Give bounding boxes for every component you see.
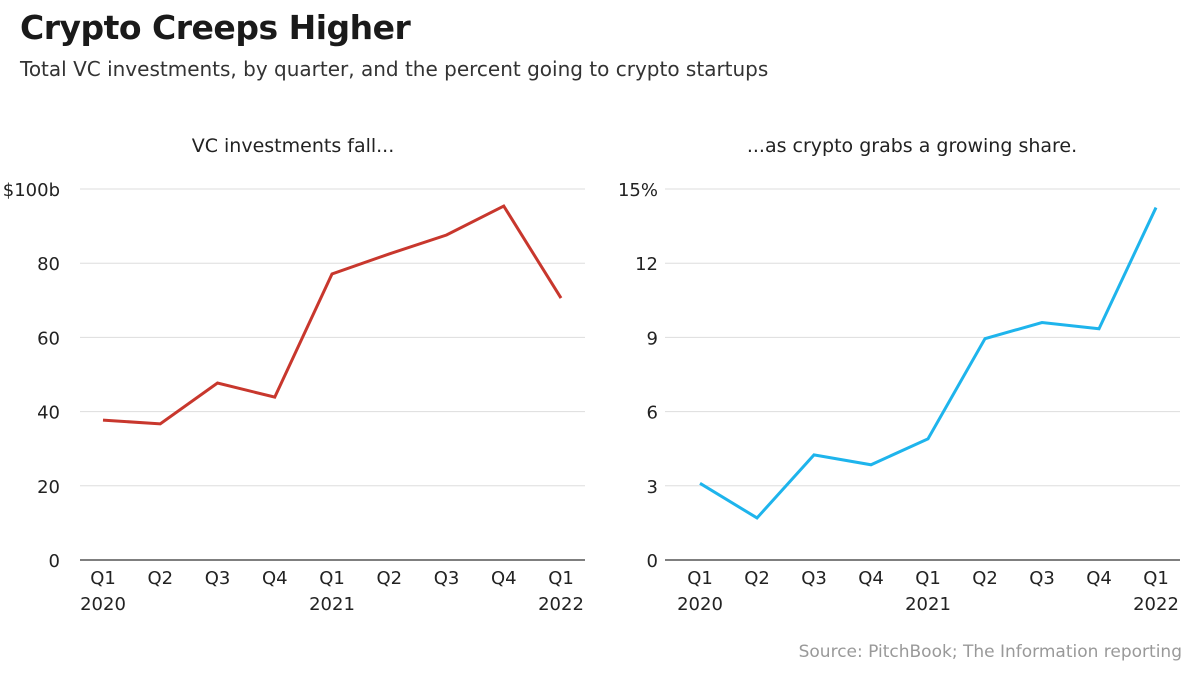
y-tick-label: 80 <box>37 254 60 275</box>
x-tick-year-label: 2020 <box>80 594 126 615</box>
x-tick-label: Q3 <box>801 568 827 589</box>
x-tick-year-label: 2022 <box>1133 594 1179 615</box>
y-tick-label: 15% <box>618 180 658 201</box>
y-tick-label: 0 <box>49 551 60 572</box>
x-tick-label: Q1 <box>319 568 345 589</box>
x-tick-label: Q4 <box>491 568 517 589</box>
y-tick-label: 6 <box>647 403 658 424</box>
x-tick-label: Q4 <box>858 568 884 589</box>
x-tick-year-label: 2021 <box>905 594 951 615</box>
series-line <box>699 206 1158 520</box>
y-tick-label: 0 <box>647 551 658 572</box>
y-tick-label: 60 <box>37 328 60 349</box>
y-tick-label: 40 <box>37 403 60 424</box>
y-tick-label: $100b <box>3 180 60 201</box>
x-tick-label: Q3 <box>205 568 231 589</box>
x-tick-year-label: 2021 <box>309 594 355 615</box>
x-tick-label: Q1 <box>915 568 941 589</box>
panel-title: ...as crypto grabs a growing share. <box>747 135 1077 157</box>
source-note: Source: PitchBook; The Information repor… <box>798 642 1182 662</box>
y-tick-label: 20 <box>37 477 60 498</box>
x-tick-label: Q1 <box>548 568 574 589</box>
x-tick-label: Q4 <box>1086 568 1112 589</box>
x-tick-label: Q3 <box>434 568 460 589</box>
y-tick-label: 3 <box>647 477 658 498</box>
x-tick-label: Q4 <box>262 568 288 589</box>
x-tick-label: Q1 <box>687 568 713 589</box>
x-tick-label: Q1 <box>1143 568 1169 589</box>
series-line <box>102 204 563 426</box>
panel-title: VC investments fall... <box>192 135 395 157</box>
chart-title: Crypto Creeps Higher <box>20 8 411 47</box>
x-tick-label: Q2 <box>972 568 998 589</box>
x-tick-year-label: 2020 <box>677 594 723 615</box>
y-tick-label: 9 <box>647 328 658 349</box>
x-tick-label: Q2 <box>147 568 173 589</box>
x-tick-year-label: 2022 <box>538 594 584 615</box>
x-tick-label: Q2 <box>744 568 770 589</box>
x-tick-label: Q3 <box>1029 568 1055 589</box>
x-tick-label: Q1 <box>90 568 116 589</box>
y-tick-label: 12 <box>635 254 658 275</box>
chart-subtitle: Total VC investments, by quarter, and th… <box>20 57 769 81</box>
x-tick-label: Q2 <box>376 568 402 589</box>
